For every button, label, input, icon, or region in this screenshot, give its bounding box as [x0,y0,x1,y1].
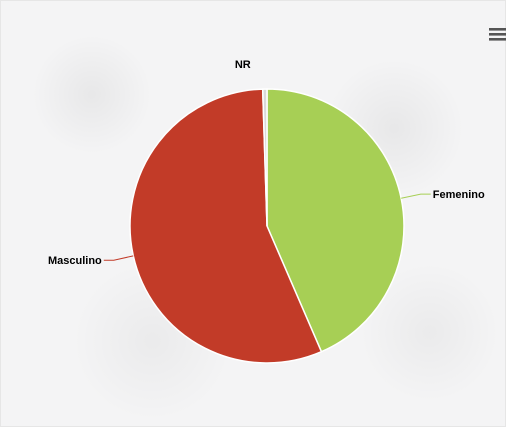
slice-labels: Femenino Masculino NR [48,59,485,267]
slice-label-femenino: Femenino [433,189,485,201]
pie-slices [129,88,405,364]
menu-icon[interactable] [489,28,506,41]
label-connector-femenino [401,193,431,199]
pie-slice-femenino[interactable] [266,88,405,353]
slice-label-masculino: Masculino [48,255,102,267]
slice-label-nr: NR [235,59,251,71]
pie-slice-nr[interactable] [261,88,268,227]
label-connectors [103,193,431,261]
label-connector-masculino [103,255,134,261]
